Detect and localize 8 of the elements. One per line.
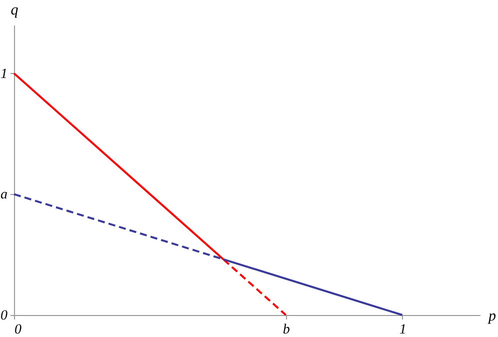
x-tick-label: b xyxy=(282,322,290,337)
x-axis-title: p xyxy=(488,308,496,324)
y-axis-title: q xyxy=(10,2,19,18)
x-tick-label: 1 xyxy=(399,322,406,337)
y-tick-label: 1 xyxy=(0,66,8,82)
x-tick-label: 0 xyxy=(14,322,22,337)
y-tick-label: 0 xyxy=(0,308,8,324)
y-tick-label: a xyxy=(0,188,8,203)
